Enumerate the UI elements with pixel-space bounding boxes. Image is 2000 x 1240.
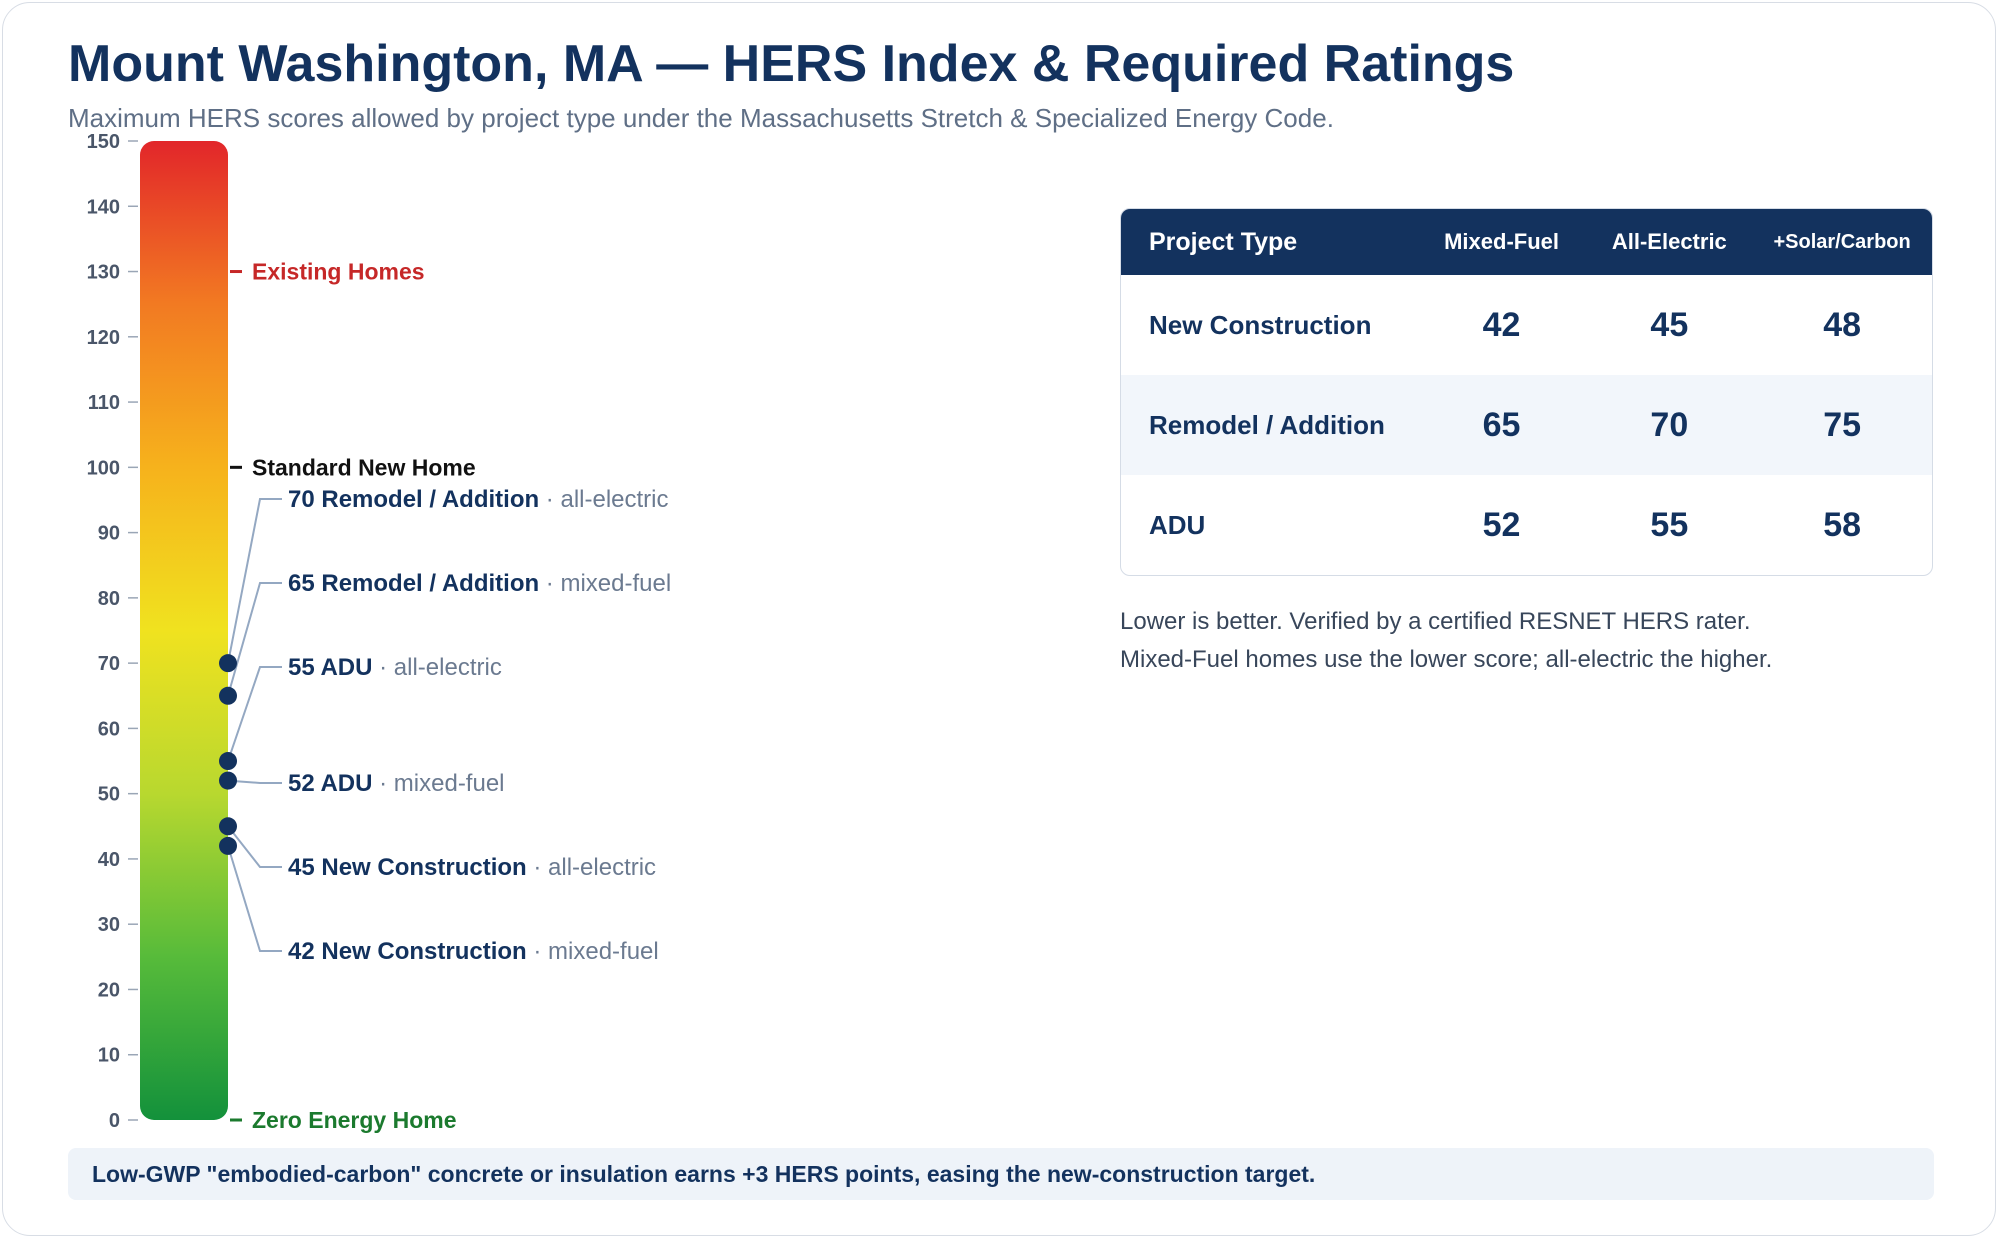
- table-header-row: Project Type Mixed-Fuel All-Electric +So…: [1121, 209, 1932, 275]
- point-label: 70 Remodel / Addition · all-electric: [288, 486, 669, 513]
- axis-tick-label: 70: [98, 653, 120, 675]
- axis-tick-label: 0: [109, 1110, 120, 1132]
- note-line: Mixed-Fuel homes use the lower score; al…: [1120, 646, 1773, 673]
- axis-tick-label: 100: [87, 457, 120, 479]
- reference-marker-label: Existing Homes: [252, 259, 425, 285]
- table-row: Remodel / Addition 65 70 75: [1121, 375, 1932, 475]
- table-cell: 55: [1650, 505, 1689, 544]
- data-point: [219, 771, 237, 790]
- axis-tick-label: 140: [87, 196, 120, 218]
- reference-marker-label: Standard New Home: [252, 454, 476, 480]
- ratings-table: Project Type Mixed-Fuel All-Electric +So…: [1120, 208, 1933, 576]
- table-row: New Construction 42 45 48: [1121, 275, 1932, 375]
- note-line: Lower is better. Verified by a certified…: [1120, 608, 1751, 635]
- axis-tick-label: 60: [98, 718, 120, 740]
- page-title: Mount Washington, MA — HERS Index & Requ…: [68, 35, 1515, 93]
- table-header-cell: +Solar/Carbon: [1773, 230, 1911, 253]
- data-point: [219, 817, 237, 836]
- axis-tick-label: 90: [98, 523, 120, 545]
- axis-tick-label: 40: [98, 849, 120, 871]
- table-cell: 75: [1823, 405, 1862, 444]
- table-cell: 70: [1650, 405, 1689, 444]
- data-point: [219, 654, 237, 673]
- axis-tick-label: 10: [98, 1045, 120, 1067]
- axis-tick-label: 30: [98, 914, 120, 936]
- table-cell: 48: [1823, 305, 1862, 344]
- axis-tick-label: 150: [87, 131, 120, 153]
- data-point: [219, 752, 237, 771]
- data-point: [219, 836, 237, 855]
- point-label: 52 ADU · mixed-fuel: [288, 770, 505, 797]
- table-cell: Remodel / Addition: [1149, 409, 1385, 440]
- point-label: 45 New Construction · all-electric: [288, 854, 656, 881]
- axis-tick-label: 110: [88, 392, 120, 414]
- table-cell: ADU: [1149, 509, 1206, 540]
- leader-line: [227, 582, 282, 697]
- point-label: 65 Remodel / Addition · mixed-fuel: [288, 570, 671, 597]
- axis-tick-label: 120: [87, 327, 120, 349]
- page-subtitle: Maximum HERS scores allowed by project t…: [68, 103, 1334, 133]
- axis-tick-label: 130: [87, 262, 120, 284]
- axis-tick-label: 80: [98, 588, 120, 610]
- table-cell: 45: [1650, 305, 1689, 344]
- table-header-cell: Mixed-Fuel: [1444, 229, 1559, 254]
- table-header-cell: All-Electric: [1611, 229, 1727, 254]
- leader-line: [227, 779, 282, 784]
- embodied-carbon-callout: Low-GWP "embodied-carbon" concrete or in…: [68, 1148, 1934, 1200]
- hers-gradient-bar: [140, 141, 228, 1120]
- table-cell: 65: [1482, 405, 1521, 444]
- axis-tick-label: 20: [98, 979, 120, 1001]
- data-point: [219, 686, 237, 705]
- leader-line: [227, 825, 282, 868]
- table-row: ADU 52 55 58: [1121, 475, 1932, 575]
- point-label: 42 New Construction · mixed-fuel: [288, 938, 659, 965]
- point-label: 55 ADU · all-electric: [288, 654, 502, 681]
- leader-line: [227, 498, 282, 664]
- axis-tick-label: 50: [98, 784, 120, 806]
- table-cell: 42: [1482, 305, 1521, 344]
- table-cell: New Construction: [1149, 309, 1372, 340]
- reference-marker-label: Zero Energy Home: [252, 1107, 457, 1133]
- table-cell: 58: [1823, 505, 1862, 544]
- leader-line: [227, 666, 282, 762]
- notes: Lower is better. Verified by a certified…: [1120, 603, 1772, 679]
- leader-line: [227, 845, 282, 952]
- table-header-cell: Project Type: [1149, 227, 1298, 256]
- table-cell: 52: [1482, 505, 1521, 544]
